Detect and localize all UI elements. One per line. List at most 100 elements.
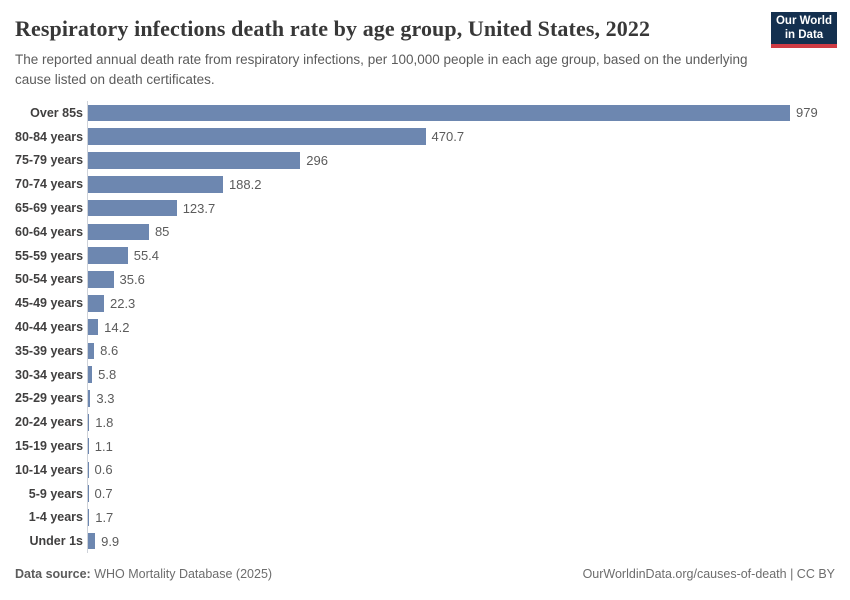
- chart-row: 75-79 years 296: [15, 148, 835, 173]
- category-label: 30-34 years: [15, 367, 84, 382]
- bar: [88, 295, 104, 312]
- bar-track: 85: [87, 219, 835, 244]
- chart-row: 20-24 years 1.8: [15, 410, 835, 435]
- value-label: 9.9: [101, 533, 120, 549]
- chart-title: Respiratory infections death rate by age…: [15, 16, 651, 41]
- bar: [88, 509, 90, 526]
- chart-row: 50-54 years 35.6: [15, 267, 835, 292]
- data-source-note: Data source: WHO Mortality Database (202…: [15, 567, 272, 581]
- category-label: 60-64 years: [15, 224, 84, 239]
- bar-track: 14.2: [87, 315, 835, 339]
- bar: [88, 128, 426, 145]
- bar: [88, 342, 95, 360]
- value-label: 8.6: [100, 343, 119, 359]
- bar-track: 296: [87, 148, 835, 173]
- owid-logo: Our World in Data: [771, 12, 837, 48]
- category-label: 75-79 years: [15, 153, 84, 168]
- bar: [88, 532, 96, 550]
- bar-track: 979: [87, 101, 835, 125]
- bar: [88, 104, 790, 122]
- category-label: 45-49 years: [15, 296, 84, 311]
- value-label: 22.3: [109, 295, 136, 311]
- value-label: 1.8: [95, 414, 114, 430]
- category-label: 55-59 years: [15, 248, 84, 263]
- chart-row: 35-39 years 8.6: [15, 338, 835, 363]
- value-label: 5.8: [98, 367, 117, 383]
- bar: [88, 223, 149, 241]
- owid-logo-line1: Our World: [775, 15, 832, 27]
- bar: [88, 485, 89, 502]
- bar-track: 8.6: [87, 338, 835, 363]
- category-label: 35-39 years: [15, 343, 84, 358]
- bar: [88, 437, 89, 455]
- value-label: 55.4: [133, 248, 160, 264]
- bar-track: 55.4: [87, 243, 835, 268]
- bar-track: 0.7: [87, 481, 835, 506]
- category-label: 1-4 years: [28, 510, 83, 525]
- bar: [88, 366, 93, 383]
- chart-row: Under 1s 9.9: [15, 529, 835, 554]
- bar-track: 1.1: [87, 434, 835, 458]
- value-label: 3.3: [96, 390, 115, 406]
- chart-footer: Data source: WHO Mortality Database (202…: [15, 567, 835, 581]
- value-label: 35.6: [119, 271, 145, 287]
- chart-row: 60-64 years 85: [15, 219, 835, 244]
- bar-track: 9.9: [87, 529, 835, 554]
- bar: [88, 390, 91, 407]
- bar: [88, 152, 301, 169]
- chart-row: 80-84 years 470.7: [15, 124, 835, 149]
- value-label: 0.6: [94, 462, 113, 478]
- bar-track: 5.8: [87, 362, 835, 387]
- chart-row: 30-34 years 5.8: [15, 362, 835, 387]
- data-source-value: WHO Mortality Database (2025): [94, 567, 273, 581]
- value-label: 470.7: [431, 129, 465, 145]
- value-label: 14.2: [104, 319, 130, 335]
- value-label: 979: [796, 105, 818, 121]
- owid-logo-line2: in Data: [784, 29, 824, 41]
- chart-row: 65-69 years 123.7: [15, 196, 835, 220]
- chart-rows: Over 85s 979 80-84 years 470.7 75-79 yea…: [15, 101, 835, 554]
- bar: [88, 414, 90, 431]
- bar: [88, 247, 128, 264]
- chart-row: 45-49 years 22.3: [15, 291, 835, 316]
- category-label: 65-69 years: [15, 201, 84, 216]
- bar-track: 0.6: [87, 457, 835, 482]
- bar-track: 1.7: [87, 505, 835, 530]
- chart-subtitle: The reported annual death rate from resp…: [15, 52, 748, 87]
- category-label: 10-14 years: [15, 462, 84, 477]
- bar-track: 123.7: [87, 196, 835, 220]
- bar-chart: Over 85s 979 80-84 years 470.7 75-79 yea…: [15, 101, 835, 554]
- chart-row: 55-59 years 55.4: [15, 243, 835, 268]
- category-label: 5-9 years: [28, 486, 83, 501]
- value-label: 85: [154, 224, 170, 240]
- bar: [88, 271, 114, 288]
- value-label: 0.7: [94, 486, 113, 502]
- data-source-label: Data source:: [15, 567, 91, 581]
- category-label: 40-44 years: [15, 320, 84, 335]
- value-label: 1.7: [95, 509, 114, 525]
- bar-track: 188.2: [87, 172, 835, 197]
- bar-track: 470.7: [87, 124, 835, 149]
- bar: [88, 461, 89, 479]
- chart-row: 40-44 years 14.2: [15, 315, 835, 339]
- chart-row: 70-74 years 188.2: [15, 172, 835, 197]
- value-label: 188.2: [228, 176, 262, 192]
- value-label: 1.1: [94, 438, 113, 454]
- chart-row: 10-14 years 0.6: [15, 457, 835, 482]
- bar: [88, 176, 223, 193]
- chart-row: 5-9 years 0.7: [15, 481, 835, 506]
- bar-track: 22.3: [87, 291, 835, 316]
- chart-row: Over 85s 979: [15, 101, 835, 125]
- bar: [88, 318, 99, 336]
- credit-note: OurWorldinData.org/causes-of-death | CC …: [582, 567, 835, 581]
- bar-track: 35.6: [87, 267, 835, 292]
- category-label: 70-74 years: [15, 177, 84, 192]
- bar-track: 1.8: [87, 410, 835, 435]
- category-label: 50-54 years: [15, 272, 84, 287]
- value-label: 296: [306, 152, 328, 168]
- chart-row: 25-29 years 3.3: [15, 386, 835, 411]
- category-label: Under 1s: [29, 534, 84, 549]
- bar: [88, 199, 177, 217]
- chart-row: 15-19 years 1.1: [15, 434, 835, 458]
